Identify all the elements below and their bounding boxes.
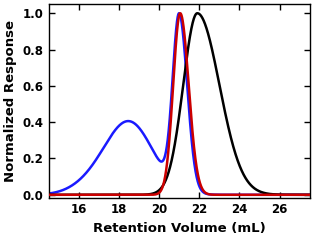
Y-axis label: Normalized Response: Normalized Response [4,20,17,182]
X-axis label: Retention Volume (mL): Retention Volume (mL) [93,222,266,235]
